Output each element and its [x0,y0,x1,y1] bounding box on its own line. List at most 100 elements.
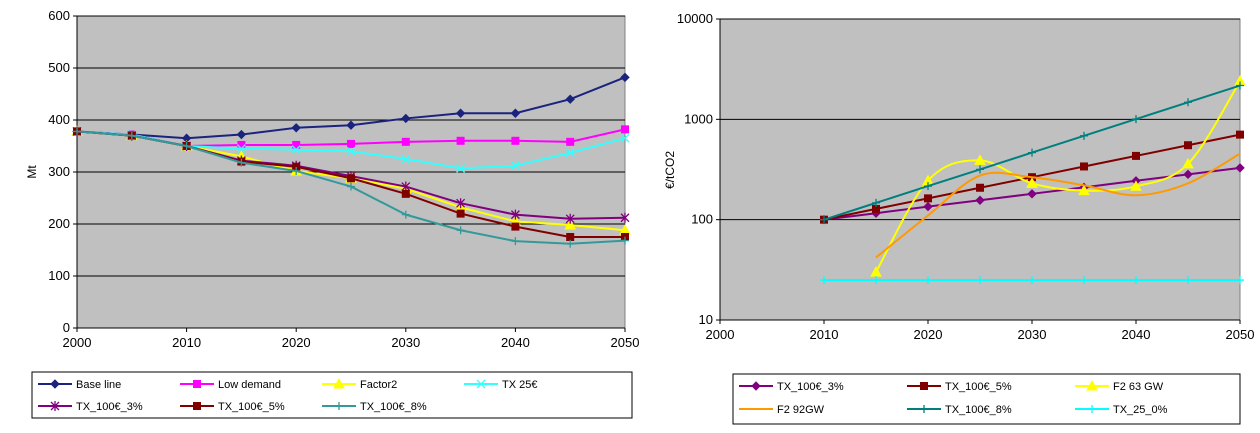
data-point [1026,177,1038,188]
data-point [1236,81,1244,90]
legend-box [31,371,633,419]
data-point [924,182,932,191]
data-point [456,136,465,145]
data-point [401,210,410,219]
data-point [237,158,246,167]
legend-swatch-marker [50,379,60,389]
data-point [346,146,356,156]
left-chart-mt: 0 100 200 300 400 500 600 2000 2010 2020 2030 2040 2… [25,8,640,419]
data-point [1235,163,1245,173]
y-tick-label: 300 [48,164,70,179]
data-point [620,133,630,143]
data-point [347,182,355,191]
y-tick-label: 100 [691,212,713,227]
data-point [1184,141,1192,150]
x-tick-label: 2050 [1226,327,1255,342]
data-point [346,120,356,130]
data-point [1236,130,1244,139]
data-point [1080,162,1088,171]
data-point [510,108,521,118]
legend-entry: TX 25€ [464,379,537,391]
series-tx-25-0 [820,276,1244,285]
legend-swatch-marker [476,379,486,389]
data-point [401,113,411,124]
legend-swatch-marker [1088,405,1096,413]
data-point [924,194,932,203]
data-point [976,183,984,192]
y-axis-label: €/tCO2 [663,151,677,189]
data-point [566,137,575,146]
legend-entry: TX_25_0% [1075,404,1168,416]
data-point [236,129,247,140]
legend-label: TX_100€_8% [945,404,1012,416]
data-point [237,140,246,149]
data-point [456,226,465,235]
data-point [347,174,355,183]
data-point [1184,276,1192,285]
data-point [1182,157,1194,169]
data-point [73,127,81,136]
data-point [1132,276,1140,285]
data-point [564,219,577,230]
y-tick-label: 10 [699,312,713,327]
legend-swatch-marker [920,382,928,390]
legend-label: TX 25€ [502,379,537,391]
data-point [127,131,136,140]
x-tick-label: 2050 [611,335,640,350]
data-point [565,94,575,104]
data-point [976,165,984,174]
data-point [292,140,301,149]
x-tick-label: 2030 [391,335,420,350]
x-tick-label: 2040 [501,335,530,350]
legend-label: F2 63 GW [1113,381,1164,393]
legend-entry: TX_100€_5% [180,401,285,413]
legend-label: TX_100€_3% [777,381,844,393]
data-point [1130,180,1142,191]
legend-swatch-marker [333,377,345,389]
legend-swatch-marker [751,381,761,391]
data-point [1236,276,1244,285]
data-point [401,154,411,164]
data-point [820,276,828,285]
data-point [976,276,984,285]
x-tick-label: 2000 [706,327,735,342]
data-point [456,163,466,173]
x-tick-label: 2010 [810,327,839,342]
x-tick-label: 2000 [63,335,92,350]
data-point [455,108,466,118]
data-point [1028,276,1036,285]
data-point [401,189,410,198]
series-tx-100-8 [820,81,1244,224]
legend-entry: F2 92GW [739,404,825,416]
data-point [820,215,828,224]
data-point [291,145,301,155]
legend-label: Factor2 [360,379,397,391]
data-point [923,201,933,212]
legend-entry: TX_100€_8% [322,401,427,413]
data-point [347,139,355,148]
legend: TX_100€_3% TX_100€_5% F2 63 GW F2 92GW TX_10… [732,373,1241,425]
legend-label: Base line [76,379,121,391]
legend-swatch-marker [920,405,928,413]
data-point [565,213,575,224]
data-point [872,276,880,285]
data-point [511,222,520,231]
legend-entry: TX_100€_8% [907,404,1012,416]
legend-swatch-marker [193,402,201,410]
legend-entry: TX_100€_3% [739,381,844,393]
data-point [566,239,575,248]
data-point [291,123,301,133]
x-tick-label: 2010 [172,335,201,350]
legend-entry: TX_100€_3% [38,401,143,413]
legend: Base line Low demand Factor2 TX 25€ TX_100€_… [31,371,633,419]
data-point [1184,98,1192,107]
data-point [1080,131,1088,140]
data-point [456,209,465,218]
y-tick-label: 1000 [684,111,713,126]
legend-label: TX_100€_3% [76,401,143,413]
legend-swatch-marker [50,401,60,411]
data-point [1027,189,1037,199]
data-point [1080,276,1088,285]
data-point [182,142,191,150]
